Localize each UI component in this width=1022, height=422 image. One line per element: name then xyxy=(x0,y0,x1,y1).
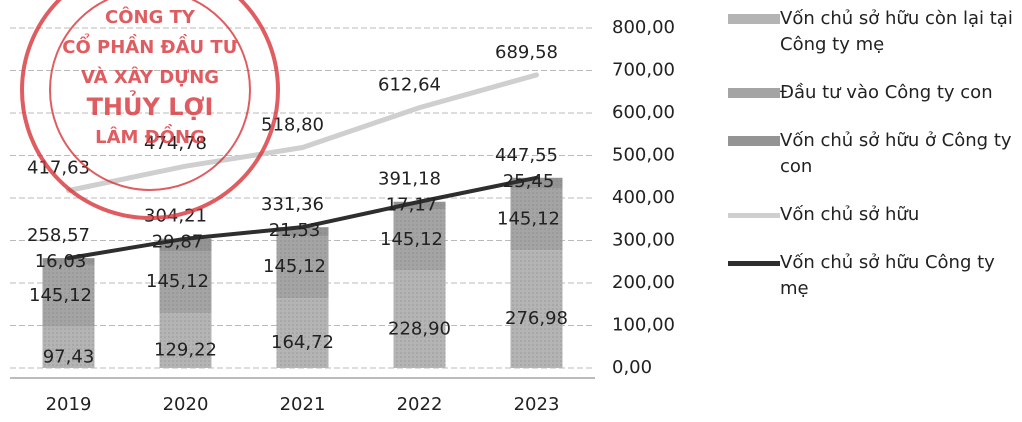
legend-item: Đầu tư vào Công ty con xyxy=(728,80,1018,106)
bar-texture xyxy=(276,236,329,298)
data-label: 276,98 xyxy=(505,308,568,329)
bar-texture xyxy=(276,297,329,368)
bar-texture xyxy=(276,227,329,237)
y-tick-label: 400,00 xyxy=(612,187,675,208)
legend-item: Vốn chủ sở hữu xyxy=(728,202,1018,228)
bar-texture xyxy=(159,251,212,314)
legend-swatch xyxy=(728,88,780,98)
x-tick-label: 2022 xyxy=(397,394,443,415)
data-label: 612,64 xyxy=(378,75,441,96)
bar-texture xyxy=(159,313,212,368)
data-label: 228,90 xyxy=(388,318,451,339)
bar-texture xyxy=(42,258,95,265)
legend-swatch xyxy=(728,261,780,266)
data-label: 97,43 xyxy=(43,346,95,367)
legend-label: Vốn chủ sở hữu còn lại tại Công ty mẹ xyxy=(780,8,1013,55)
data-label: 29,87 xyxy=(152,232,204,253)
data-label: 164,72 xyxy=(271,332,334,353)
legend-label: Vốn chủ sở hữu Công ty mẹ xyxy=(780,252,995,299)
x-tick-label: 2021 xyxy=(280,394,326,415)
bar-texture xyxy=(510,250,563,368)
data-label: 447,55 xyxy=(495,145,558,166)
stamp-ring xyxy=(49,0,251,191)
legend-label: Vốn chủ sở hữu xyxy=(780,204,920,225)
data-label: 25,45 xyxy=(503,171,555,192)
y-tick-label: 800,00 xyxy=(612,17,675,38)
legend-item: Vốn chủ sở hữu còn lại tại Công ty mẹ xyxy=(728,6,1018,58)
data-label: 391,18 xyxy=(378,169,441,190)
data-label: 474,78 xyxy=(144,133,207,154)
data-label: 145,12 xyxy=(146,271,209,292)
y-tick-label: 200,00 xyxy=(612,272,675,293)
chart: 0,00 100,00 200,00 300,00 400,00 500,00 600,00… xyxy=(10,0,675,415)
data-label: 331,36 xyxy=(261,194,324,215)
data-label: 21,53 xyxy=(269,220,321,241)
legend-swatch xyxy=(728,14,780,24)
stamp-text: CÔNG TY xyxy=(105,6,196,28)
y-tick-label: 0,00 xyxy=(612,357,652,378)
bar-texture xyxy=(42,326,95,368)
data-label: 689,58 xyxy=(495,42,558,63)
bar-texture xyxy=(42,264,95,327)
stamp-text: LÂM ĐỒNG xyxy=(95,124,205,148)
data-label: 145,12 xyxy=(497,208,560,229)
line-series xyxy=(66,72,539,194)
line-series xyxy=(66,175,539,261)
legend: Vốn chủ sở hữu còn lại tại Công ty mẹ Đầu… xyxy=(728,6,1018,324)
y-tick-label: 700,00 xyxy=(612,60,675,81)
stamp-text: THỦY LỢI xyxy=(87,88,214,121)
y-tick-label: 300,00 xyxy=(612,230,675,251)
stamp-text: VÀ XÂY DỰNG xyxy=(81,66,219,88)
stamp-text: CỔ PHẦN ĐẦU TƯ xyxy=(62,33,238,58)
legend-item: Vốn chủ sở hữu Công ty mẹ xyxy=(728,250,1018,302)
bar-texture xyxy=(393,209,446,271)
stamp-ring xyxy=(20,0,280,220)
data-label: 16,03 xyxy=(35,251,87,272)
legend-swatch xyxy=(728,213,780,218)
data-label: 145,12 xyxy=(29,285,92,306)
bar-texture xyxy=(510,188,563,251)
x-tick-label: 2019 xyxy=(46,394,92,415)
legend-label: Vốn chủ sở hữu ở Công ty con xyxy=(780,130,1012,177)
y-tick-label: 500,00 xyxy=(612,145,675,166)
data-label: 518,80 xyxy=(261,115,324,136)
bar-texture xyxy=(393,270,446,368)
y-tick-label: 100,00 xyxy=(612,315,675,336)
data-label: 17,17 xyxy=(386,195,438,216)
data-label: 145,12 xyxy=(263,256,326,277)
x-tick-label: 2020 xyxy=(163,394,209,415)
legend-label: Đầu tư vào Công ty con xyxy=(780,82,993,103)
data-label: 145,12 xyxy=(380,229,443,250)
bar-texture xyxy=(393,201,446,210)
x-tick-label: 2023 xyxy=(514,394,560,415)
data-label: 258,57 xyxy=(27,225,90,246)
legend-item: Vốn chủ sở hữu ở Công ty con xyxy=(728,128,1018,180)
y-tick-label: 600,00 xyxy=(612,102,675,123)
bar-texture xyxy=(510,177,563,189)
legend-swatch xyxy=(728,136,780,146)
data-label: 129,22 xyxy=(154,340,217,361)
